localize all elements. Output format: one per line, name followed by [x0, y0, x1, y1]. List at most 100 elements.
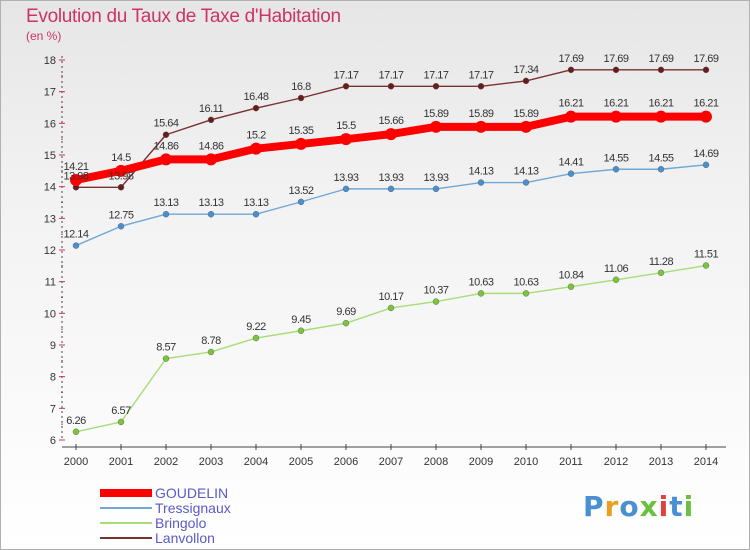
y-tick-label: 13 [44, 213, 56, 225]
data-point-goudelin [475, 120, 487, 133]
x-tick-label: 2009 [469, 456, 493, 468]
data-point-tressignaux [702, 161, 710, 169]
chart-title: Evolution du Taux de Taxe d'Habitation [26, 6, 341, 27]
data-label-lanvollon: 13.98 [108, 170, 133, 182]
data-label-lanvollon: 17.17 [468, 69, 493, 81]
data-point-goudelin [295, 137, 307, 150]
logo-letter: i [658, 490, 670, 523]
data-point-goudelin [340, 133, 352, 146]
data-point-tressignaux [432, 185, 440, 193]
y-tick-label: 15 [44, 150, 56, 162]
legend-label-goudelin: GOUDELIN [155, 485, 229, 501]
data-point-bringolo [117, 418, 125, 426]
data-label-bringolo: 11.51 [694, 249, 719, 261]
logo-letter: i [683, 490, 695, 523]
data-label-goudelin: 14.21 [63, 161, 88, 173]
data-point-lanvollon [162, 131, 170, 138]
data-point-lanvollon [387, 83, 395, 90]
logo-letter: P [583, 490, 605, 523]
x-tick-label: 2003 [199, 456, 223, 468]
data-point-goudelin [520, 120, 532, 133]
logo-letter: r [604, 490, 620, 523]
y-tick-label: 7 [50, 403, 56, 415]
data-point-lanvollon [252, 104, 260, 112]
x-tick-label: 2007 [379, 456, 403, 468]
data-label-bringolo: 10.63 [513, 276, 538, 288]
data-point-tressignaux [612, 166, 620, 173]
x-tick-label: 2008 [424, 456, 448, 468]
data-label-goudelin: 14.86 [198, 140, 223, 152]
data-point-goudelin [250, 142, 262, 155]
data-point-goudelin [385, 128, 397, 141]
data-point-tressignaux [387, 185, 395, 193]
data-label-bringolo: 9.69 [336, 306, 356, 318]
data-label-tressignaux: 13.93 [378, 172, 403, 184]
data-point-bringolo [567, 283, 575, 290]
data-point-tressignaux [252, 211, 260, 218]
x-tick-label: 2005 [289, 456, 313, 468]
data-label-tressignaux: 14.69 [693, 148, 718, 160]
data-label-bringolo: 10.37 [423, 285, 448, 297]
y-tick-label: 10 [44, 308, 56, 320]
data-point-lanvollon [207, 116, 215, 124]
data-point-bringolo [477, 290, 485, 297]
legend-swatch-tressignaux [100, 507, 152, 509]
x-tick-label: 2002 [154, 456, 178, 468]
data-label-bringolo: 9.45 [291, 314, 311, 326]
y-tick-label: 18 [44, 55, 56, 67]
data-point-tressignaux [567, 170, 575, 177]
data-label-lanvollon: 17.69 [603, 53, 628, 65]
data-label-tressignaux: 14.55 [648, 152, 673, 164]
data-point-goudelin [160, 153, 172, 166]
data-point-goudelin [700, 110, 712, 123]
data-point-goudelin [430, 120, 442, 133]
proxiti-logo: Proxiti [583, 490, 694, 523]
data-label-goudelin: 15.35 [288, 125, 313, 137]
data-label-goudelin: 15.89 [468, 108, 493, 120]
data-label-bringolo: 6.26 [66, 415, 86, 427]
data-label-lanvollon: 17.17 [378, 69, 403, 81]
data-label-goudelin: 16.21 [648, 98, 673, 110]
x-tick-label: 2011 [559, 456, 583, 468]
data-label-lanvollon: 16.48 [243, 91, 268, 103]
data-point-bringolo [162, 355, 170, 362]
y-tick-label: 9 [50, 340, 56, 352]
data-label-goudelin: 15.5 [336, 120, 356, 132]
data-point-lanvollon [432, 83, 440, 90]
data-label-tressignaux: 12.75 [108, 209, 133, 221]
data-label-tressignaux: 13.52 [288, 185, 313, 197]
y-tick-label: 11 [45, 277, 56, 289]
logo-letter: x [639, 490, 659, 523]
data-label-goudelin: 15.66 [378, 115, 403, 127]
data-point-bringolo [297, 327, 305, 334]
x-tick-label: 2010 [514, 456, 538, 468]
data-point-lanvollon [522, 77, 530, 85]
data-point-tressignaux [342, 185, 350, 193]
data-point-tressignaux [657, 166, 665, 173]
legend-label-lanvollon: Lanvollon [155, 530, 215, 546]
x-tick-label: 2013 [649, 456, 673, 468]
data-label-tressignaux: 13.13 [153, 197, 178, 209]
data-point-tressignaux [162, 211, 170, 218]
y-tick-label: 12 [44, 245, 56, 257]
unit-label: (en %) [26, 29, 62, 43]
data-point-lanvollon [297, 94, 305, 102]
data-point-lanvollon [477, 83, 485, 90]
data-point-bringolo [702, 262, 710, 269]
data-label-lanvollon: 16.8 [291, 81, 311, 93]
y-tick-label: 8 [50, 372, 56, 384]
data-point-tressignaux [522, 179, 530, 186]
data-point-bringolo [612, 276, 620, 283]
data-label-goudelin: 16.21 [693, 98, 718, 110]
legend-swatch-bringolo [100, 522, 152, 524]
data-label-tressignaux: 14.13 [468, 166, 493, 178]
data-label-tressignaux: 13.93 [333, 172, 358, 184]
data-label-goudelin: 15.2 [246, 130, 266, 142]
data-label-lanvollon: 17.34 [513, 64, 538, 76]
x-tick-label: 2012 [604, 456, 628, 468]
x-tick-label: 2006 [334, 456, 358, 468]
data-label-tressignaux: 14.41 [558, 157, 583, 169]
legend-swatch-goudelin [100, 489, 152, 497]
logo-letter: o [619, 490, 640, 523]
